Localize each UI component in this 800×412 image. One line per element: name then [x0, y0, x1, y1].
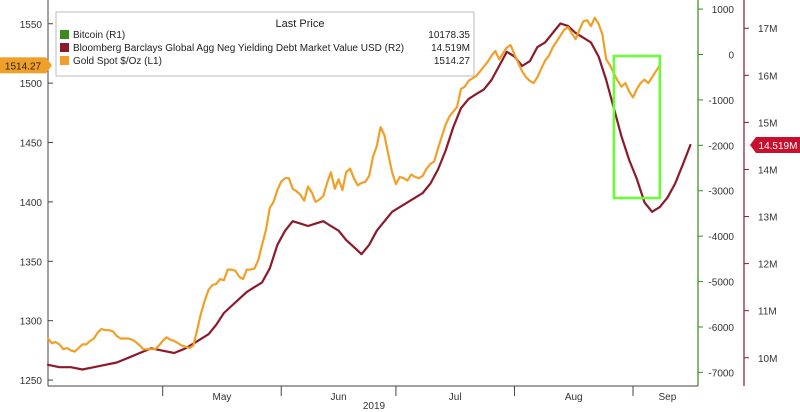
legend-entry-value: 14.519M	[431, 43, 470, 54]
neg-yield-tick-label: 17M	[758, 24, 777, 35]
series-line-gold	[46, 16, 661, 353]
x-tick-label: Jul	[449, 392, 462, 403]
neg-yield-tick-label: 13M	[758, 213, 777, 224]
x-axis: May Jun Jul Aug Sep	[48, 385, 698, 403]
legend-entry-name: Bitcoin (R1)	[73, 30, 125, 41]
x-tick-label: Aug	[565, 392, 583, 403]
left-tick-label: 1400	[20, 198, 43, 209]
left-tick-label: 1350	[20, 257, 43, 268]
x-tick-label: Sep	[659, 392, 677, 403]
bitcoin-tick-label: -7000	[708, 368, 734, 379]
gold-badge-pointer	[46, 57, 52, 74]
bitcoin-axis: 1000 0 -1000 -2000 -3000 -4000 -5000 -6000 -7000	[697, 0, 735, 386]
bitcoin-tick-label: 0	[728, 50, 734, 61]
x-axis-title: 2019	[363, 401, 386, 412]
highlight-box	[612, 54, 662, 200]
bitcoin-tick-label: 1000	[712, 5, 735, 16]
bitcoin-tick-label: -6000	[708, 323, 734, 334]
gold-badge-label: 1514.27	[5, 61, 42, 72]
legend-entry-name: Bloomberg Barclays Global Agg Neg Yieldi…	[73, 43, 404, 54]
legend: Last Price Bitcoin (R1) 10178.35 Bloomberg…	[55, 11, 475, 77]
series-layer	[46, 16, 692, 371]
left-tick-label: 1300	[20, 317, 43, 328]
legend-swatch	[60, 56, 69, 65]
gold-badge	[0, 57, 46, 74]
bitcoin-tick-label: -1000	[708, 96, 734, 107]
x-tick-label: Jun	[331, 392, 347, 403]
neg-yield-tick-label: 15M	[758, 118, 777, 129]
left-tick-label: 1500	[20, 79, 43, 90]
bitcoin-tick-label: -3000	[708, 187, 734, 198]
neg-yield-badge-pointer	[750, 136, 756, 153]
neg-yield-tick-label: 10M	[758, 354, 777, 365]
bitcoin-tick-label: -5000	[708, 278, 734, 289]
value-badges: 1514.27 14.519M	[0, 57, 800, 153]
neg-yield-tick-label: 14M	[758, 165, 777, 176]
legend-swatch	[60, 30, 69, 39]
x-tick-label: May	[213, 392, 232, 403]
legend-swatch	[60, 43, 69, 52]
neg-yield-axis: 10M 11M 12M 13M 14M 15M 16M 17M	[743, 0, 777, 386]
legend-entries: Bitcoin (R1) 10178.35 Bloomberg Barclays G…	[60, 30, 470, 67]
neg-yield-tick-label: 16M	[758, 71, 777, 82]
neg-yield-badge	[756, 136, 800, 153]
legend-entry-value: 10178.35	[428, 30, 470, 41]
left-tick-label: 1450	[20, 139, 43, 150]
legend-box	[55, 11, 475, 77]
neg-yield-tick-label: 12M	[758, 260, 777, 271]
left-tick-label: 1250	[20, 376, 43, 387]
neg-yield-badge-label: 14.519M	[759, 141, 798, 152]
left-tick-label: 1550	[20, 20, 43, 31]
legend-entry-name: Gold Spot $/Oz (L1)	[73, 56, 162, 67]
legend-entry-value: 1514.27	[434, 56, 471, 67]
bitcoin-tick-label: -4000	[708, 232, 734, 243]
neg-yield-tick-label: 11M	[758, 307, 777, 318]
bitcoin-tick-label: -2000	[708, 141, 734, 152]
legend-title: Last Price	[276, 18, 325, 30]
